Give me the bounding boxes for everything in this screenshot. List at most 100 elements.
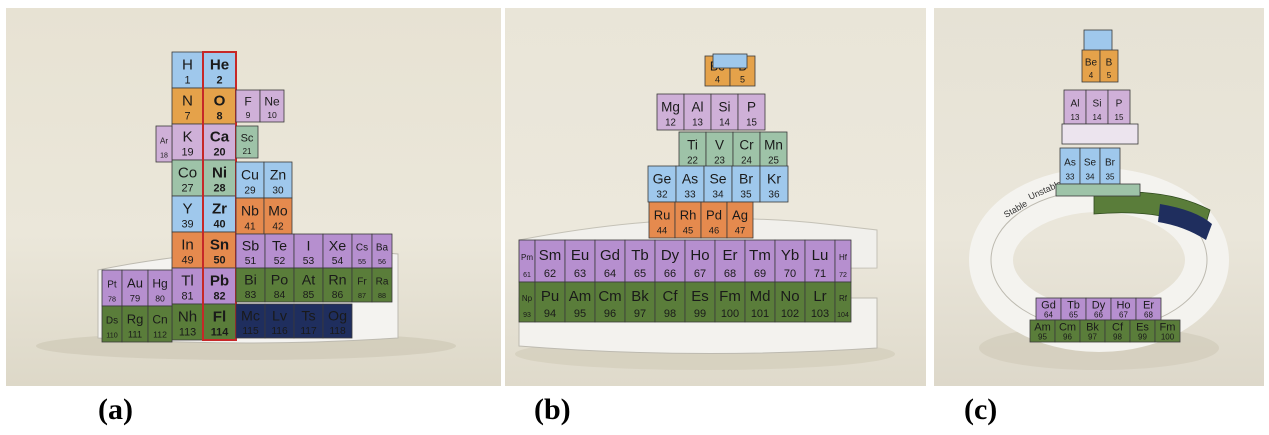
element-symbol: As xyxy=(682,170,698,186)
element-symbol: In xyxy=(181,236,194,253)
element-tile-as: As 33 xyxy=(1059,147,1081,185)
element-symbol: Bk xyxy=(1086,322,1099,334)
element-symbol: Zr xyxy=(212,200,227,217)
element-number: 56 xyxy=(378,257,386,266)
element-number: 55 xyxy=(358,257,366,266)
element-number: 15 xyxy=(746,118,757,129)
element-number: 51 xyxy=(245,256,257,267)
element-symbol: Cf xyxy=(663,288,679,305)
element-symbol: Fl xyxy=(213,308,226,325)
element-symbol: Co xyxy=(178,164,197,181)
element-number: 36 xyxy=(768,190,780,201)
element-symbol: Sc xyxy=(241,132,254,144)
element-number: 35 xyxy=(1106,173,1115,182)
element-symbol: Cm xyxy=(598,288,621,305)
element-number: 64 xyxy=(1044,310,1053,319)
element-number: 79 xyxy=(130,294,140,304)
paper-periodic-helix-oblique: Be4B5Mg12Al13Si14P15Ti22V23Cr24Mn25Ge32A… xyxy=(515,53,895,370)
element-tile-tl: Tl 81 xyxy=(171,267,204,305)
element-tile-bk: Bk 97 xyxy=(624,281,656,323)
element-tile-ba: Ba 56 xyxy=(371,233,393,269)
element-number: 118 xyxy=(329,326,346,337)
photo-panel-c: Stable Unstable Gd 64 Tb 65 Dy 66 Ho 67 Er 68 Am 95 Cm… xyxy=(934,8,1264,386)
element-tile-es: Es 99 xyxy=(684,281,716,323)
element-number: 87 xyxy=(358,291,366,300)
element-tile-p: P 15 xyxy=(737,93,766,131)
element-number: 98 xyxy=(664,308,676,320)
element-symbol: H xyxy=(182,56,193,73)
element-number: 94 xyxy=(544,308,556,320)
caption-b: (b) xyxy=(534,393,571,426)
element-symbol: Fm xyxy=(719,288,741,305)
element-number: 62 xyxy=(544,268,556,280)
element-tile-og: Og 118 xyxy=(322,303,353,339)
element-number: 39 xyxy=(181,219,193,231)
element-symbol: Ag xyxy=(732,207,748,222)
element-tile-pm: Pm 61 xyxy=(518,239,536,283)
element-number: 88 xyxy=(378,291,386,300)
element-tile-lr: Lr 103 xyxy=(804,281,836,323)
coil-segment xyxy=(1061,123,1139,145)
element-symbol: Si xyxy=(1093,98,1102,109)
element-number: 96 xyxy=(1063,332,1072,341)
element-symbol: Ge xyxy=(653,170,672,186)
element-number: 95 xyxy=(574,308,586,320)
element-tile-ne: Ne 10 xyxy=(259,89,285,123)
element-symbol: Nb xyxy=(241,202,259,218)
element-symbol: Cn xyxy=(152,312,167,326)
element-number: 113 xyxy=(179,327,196,339)
element-symbol: Br xyxy=(739,170,753,186)
element-tile-p: P 15 xyxy=(1107,89,1131,125)
element-number: 95 xyxy=(1038,332,1047,341)
element-tile-rg: Rg 111 xyxy=(121,305,149,343)
element-symbol: Pd xyxy=(706,207,722,222)
element-symbol: Hg xyxy=(152,276,167,290)
element-tile-si: Si 14 xyxy=(710,93,739,131)
element-number: 100 xyxy=(721,308,739,320)
element-symbol: O xyxy=(214,92,226,109)
coil-segment xyxy=(1055,183,1141,197)
element-number: 8 xyxy=(216,111,222,123)
element-symbol: Fm xyxy=(1160,322,1176,334)
element-tile-bi: Bi 83 xyxy=(235,267,266,303)
paper-periodic-helix-top-view: StableUnstableGd64Tb65Dy66Ho67Er68Am95Cm… xyxy=(969,29,1229,370)
element-tile-te: Te 52 xyxy=(264,233,295,269)
element-number: 67 xyxy=(1119,310,1128,319)
element-symbol: Ar xyxy=(160,136,168,145)
element-number: 28 xyxy=(213,183,225,195)
element-tile-rn: Rn 86 xyxy=(322,267,353,303)
element-number: 27 xyxy=(181,183,193,195)
element-number: 112 xyxy=(153,330,167,340)
element-tile-as: As 33 xyxy=(675,165,705,203)
element-number: 29 xyxy=(244,186,256,197)
element-tile-nh: Nh 113 xyxy=(171,303,204,341)
element-symbol: Og xyxy=(328,308,347,324)
element-number: 54 xyxy=(332,256,344,267)
element-symbol: I xyxy=(307,238,311,254)
element-tile-si: Si 14 xyxy=(1085,89,1109,125)
element-number: 96 xyxy=(604,308,616,320)
element-tile-sm: Sm 62 xyxy=(534,239,566,283)
element-symbol: Fr xyxy=(357,276,367,287)
element-tile-o: O8 xyxy=(202,87,237,125)
element-symbol: Gd xyxy=(1041,300,1056,312)
element-number: 66 xyxy=(1094,310,1103,319)
element-number: 86 xyxy=(332,290,344,301)
paper-periodic-helix-stack: H1N7K19Co27Y39In49Tl81Nh113He2O8Ca20Ni28… xyxy=(36,51,456,360)
element-symbol: V xyxy=(715,137,724,152)
element-number: 5 xyxy=(1107,71,1112,80)
element-symbol: Ru xyxy=(654,207,671,222)
photo-panel-b: Be4B5Mg12Al13Si14P15Ti22V23Cr24Mn25Ge32A… xyxy=(505,8,926,386)
element-tile-dy: Dy 66 xyxy=(654,239,686,283)
element-tile-lu: Lu 71 xyxy=(804,239,836,283)
element-tile-f: F9 xyxy=(235,89,261,123)
element-number: 42 xyxy=(272,222,284,233)
element-tile-po: Po 84 xyxy=(264,267,295,303)
element-number: 70 xyxy=(784,268,796,280)
element-tile-pt: Pt 78 xyxy=(101,269,123,307)
element-number: 82 xyxy=(213,291,225,303)
element-tile-i: I 53 xyxy=(293,233,324,269)
